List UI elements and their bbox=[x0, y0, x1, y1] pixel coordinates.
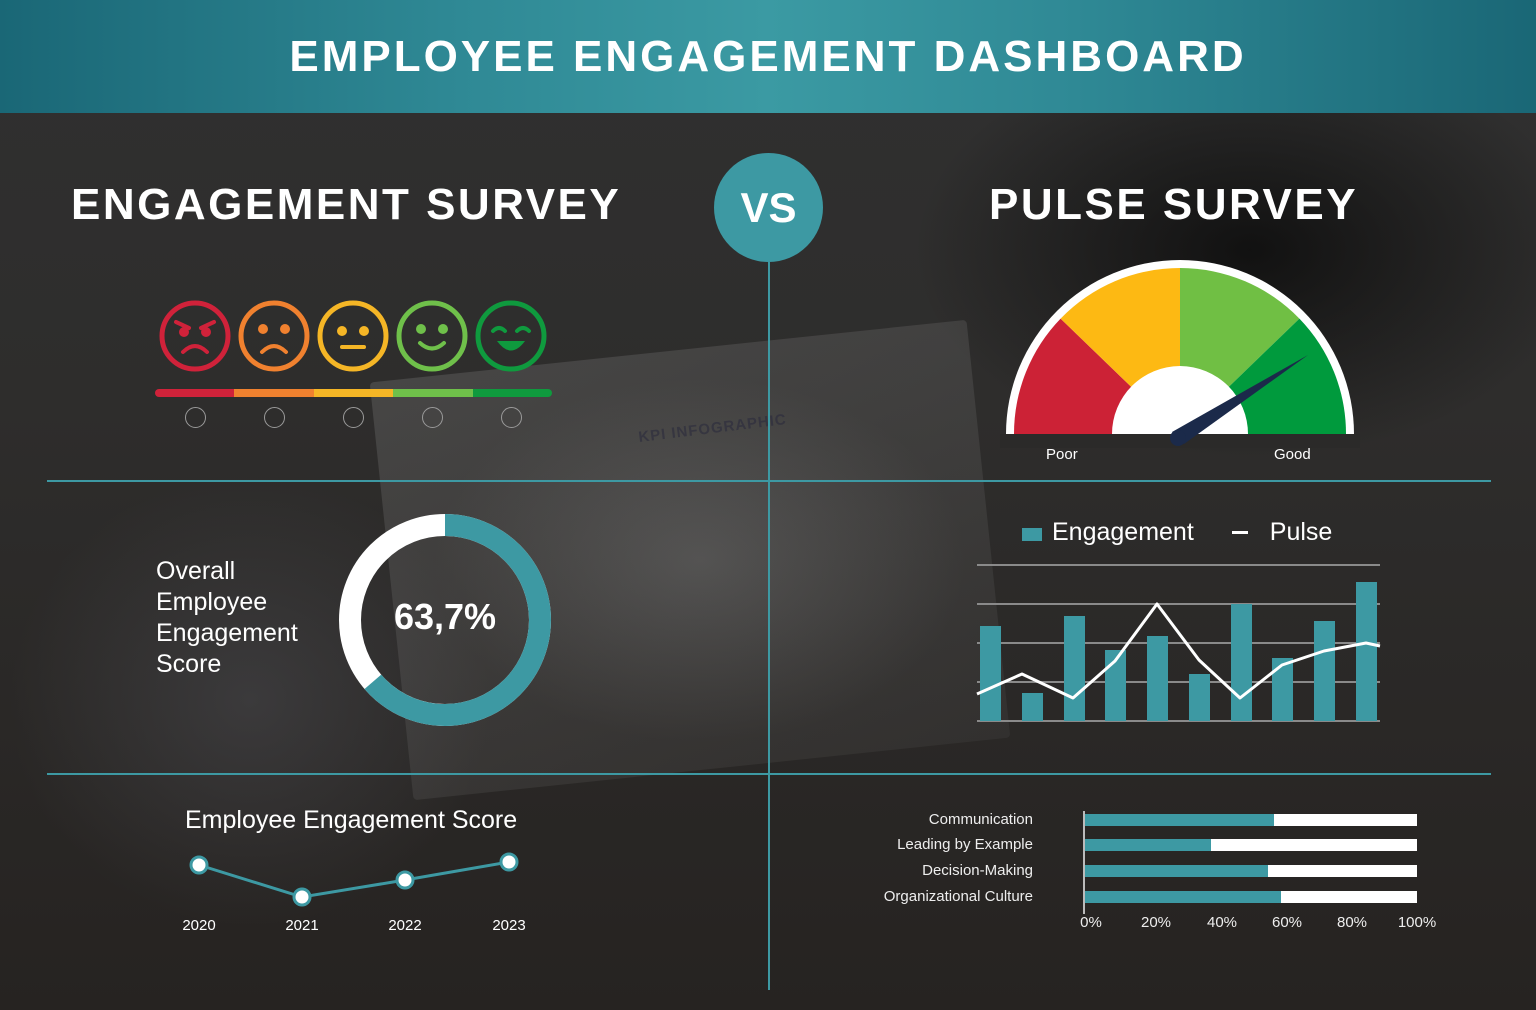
gauge-needle-icon bbox=[1172, 355, 1308, 444]
bar-row-leading-by-example: Leading by Example bbox=[897, 833, 1420, 859]
header-banner: EMPLOYEE ENGAGEMENT DASHBOARD bbox=[0, 0, 1536, 113]
vertical-divider bbox=[768, 262, 770, 990]
rating-radio-5[interactable] bbox=[501, 407, 522, 428]
pulse-survey-title: PULSE SURVEY bbox=[989, 180, 1359, 229]
page-title: EMPLOYEE ENGAGEMENT DASHBOARD bbox=[289, 31, 1247, 81]
gauge-low-label: Poor bbox=[1046, 446, 1078, 463]
engagement-pulse-chart bbox=[976, 564, 1381, 722]
overall-score-value: 63,7% bbox=[393, 596, 497, 637]
bar-row-decision-making: Decision-Making bbox=[900, 859, 1420, 885]
vs-badge: VS bbox=[714, 153, 823, 262]
year-label-2020: 2020 bbox=[182, 917, 216, 934]
year-label-2023: 2023 bbox=[492, 917, 526, 934]
bar-row-communication: Communication bbox=[900, 808, 1420, 834]
pulse-line-icon bbox=[1231, 531, 1248, 534]
neutral-face-icon bbox=[317, 300, 389, 372]
engagement-survey-title: ENGAGEMENT SURVEY bbox=[71, 180, 622, 229]
x-tick-0: 0% bbox=[1080, 914, 1102, 931]
rating-radio-2[interactable] bbox=[264, 407, 285, 428]
gauge-high-label: Good bbox=[1274, 446, 1311, 463]
engagement-score-line-chart bbox=[189, 852, 519, 907]
rating-radio-3[interactable] bbox=[343, 407, 364, 428]
angry-face-icon bbox=[159, 300, 231, 372]
overall-score-label: Overall Employee Engagement Score bbox=[156, 557, 298, 678]
rating-radio-1[interactable] bbox=[185, 407, 206, 428]
line-chart-title: Employee Engagement Score bbox=[185, 806, 518, 834]
x-tick-40: 40% bbox=[1206, 914, 1238, 931]
year-label-2021: 2021 bbox=[285, 917, 319, 934]
x-tick-60: 60% bbox=[1271, 914, 1303, 931]
rating-radio-4[interactable] bbox=[422, 407, 443, 428]
bar-row-organizational-culture: Organizational Culture bbox=[884, 885, 1420, 911]
category-bar-chart: Communication Leading by Example Decisio… bbox=[884, 808, 1460, 938]
horizontal-divider-1 bbox=[47, 480, 1491, 482]
engagement-swatch-icon bbox=[1022, 528, 1042, 541]
horizontal-divider-2 bbox=[47, 773, 1491, 775]
happy-face-icon bbox=[396, 300, 468, 372]
sad-face-icon bbox=[238, 300, 310, 372]
x-tick-100: 100% bbox=[1397, 914, 1437, 931]
combo-chart-legend: Engagement Pulse bbox=[1022, 518, 1332, 547]
very-happy-face-icon bbox=[475, 300, 547, 372]
x-tick-80: 80% bbox=[1336, 914, 1368, 931]
rating-color-bar bbox=[155, 389, 552, 397]
x-tick-20: 20% bbox=[1140, 914, 1172, 931]
pulse-gauge bbox=[1000, 260, 1360, 448]
bar-chart-axis bbox=[1083, 811, 1085, 914]
legend-engagement: Engagement bbox=[1052, 518, 1194, 546]
legend-pulse: Pulse bbox=[1269, 518, 1333, 546]
vs-label: VS bbox=[740, 183, 797, 231]
rating-scale bbox=[155, 300, 555, 435]
year-label-2022: 2022 bbox=[388, 917, 422, 934]
overall-score-donut bbox=[339, 514, 551, 726]
